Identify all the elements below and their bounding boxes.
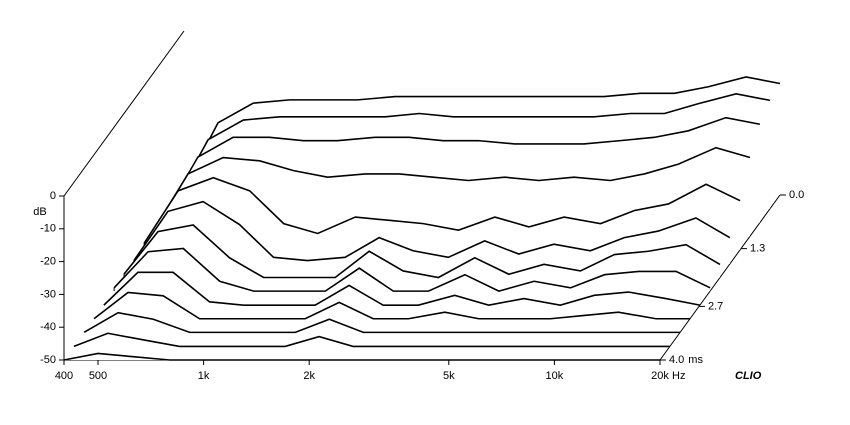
slice-line <box>93 291 690 320</box>
x-tick-label: 500 <box>89 370 107 382</box>
slice-fill <box>144 177 741 250</box>
z-tick-label: 0.0 <box>789 189 804 201</box>
slice-fill <box>154 147 750 237</box>
slice-line <box>83 311 681 334</box>
y-tick-label: -10 <box>40 223 56 235</box>
y-tick-label: -20 <box>40 256 56 268</box>
brand: CLIO <box>735 370 762 382</box>
frame-line <box>63 30 185 197</box>
slice-line <box>103 271 701 306</box>
slice-line <box>163 116 761 217</box>
slice-line <box>173 92 771 203</box>
slice-fill <box>73 333 670 347</box>
y-tick-label: 0 <box>50 190 56 202</box>
slice-line <box>183 76 781 189</box>
x-tick-label: 10k <box>546 370 564 382</box>
z-tick-label: 1.3 <box>750 243 765 255</box>
x-tick-label: 5k <box>443 370 455 382</box>
slice-fill <box>84 312 681 333</box>
z-tick-label: 2.7 <box>708 300 723 312</box>
z-unit: ms <box>688 354 703 366</box>
x-tick-label: 2k <box>303 370 315 382</box>
slice-fill <box>64 353 660 360</box>
slice-line <box>73 332 670 348</box>
x-tick-label: 1k <box>198 370 210 382</box>
y-tick-label: -30 <box>40 288 56 300</box>
slice-line <box>143 176 741 244</box>
y-tick-label: -40 <box>40 321 56 333</box>
x-tick-label: 20k <box>651 370 669 382</box>
z-tick-label: 4.0 <box>669 354 684 366</box>
slice-line <box>153 146 751 231</box>
slice-line <box>113 247 711 292</box>
slice-line <box>133 200 731 262</box>
y-axis-label: dB <box>33 206 46 218</box>
y-tick-label: -50 <box>40 354 56 366</box>
x-tick-label: 400 <box>55 370 73 382</box>
slice-line <box>123 224 721 279</box>
slice-line <box>63 352 660 361</box>
x-unit: Hz <box>672 370 685 382</box>
